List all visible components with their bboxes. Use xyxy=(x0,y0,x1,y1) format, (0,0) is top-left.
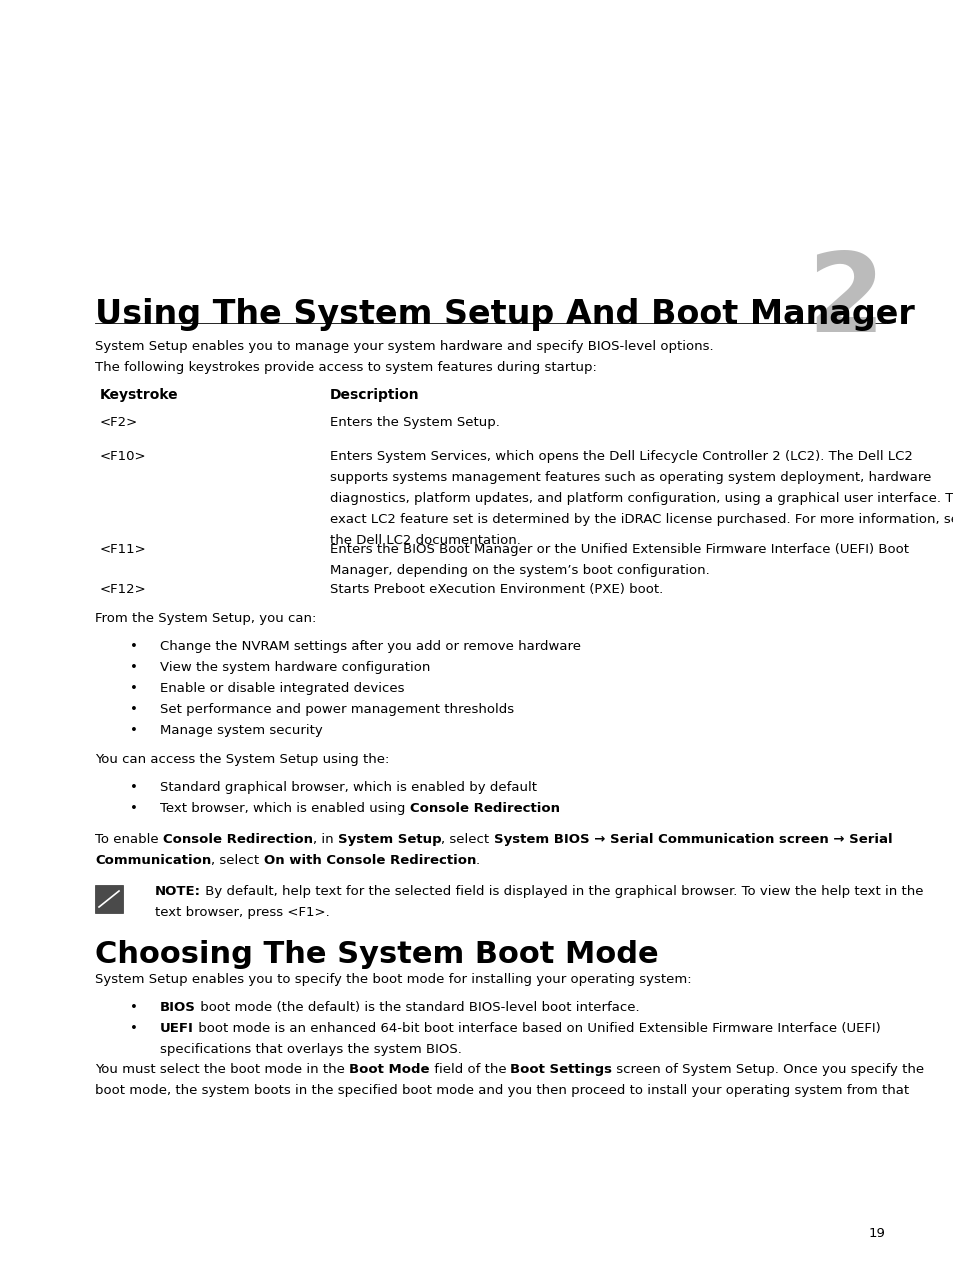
Text: Enters the System Setup.: Enters the System Setup. xyxy=(330,416,499,429)
Text: text browser, press <F1>.: text browser, press <F1>. xyxy=(154,907,330,919)
Text: <F10>: <F10> xyxy=(100,450,147,463)
Text: •: • xyxy=(130,682,138,695)
Text: Standard graphical browser, which is enabled by default: Standard graphical browser, which is ena… xyxy=(160,781,537,794)
Text: field of the: field of the xyxy=(429,1063,510,1077)
Text: Console Redirection: Console Redirection xyxy=(163,833,313,846)
Text: <F11>: <F11> xyxy=(100,543,147,555)
Text: •: • xyxy=(130,801,138,815)
Text: Manage system security: Manage system security xyxy=(160,724,322,737)
Text: Enters System Services, which opens the Dell Lifecycle Controller 2 (LC2). The D: Enters System Services, which opens the … xyxy=(330,450,912,463)
Text: 2: 2 xyxy=(807,249,884,355)
Text: You must select the boot mode in the: You must select the boot mode in the xyxy=(95,1063,349,1077)
Text: NOTE:: NOTE: xyxy=(154,885,201,898)
Text: The following keystrokes provide access to system features during startup:: The following keystrokes provide access … xyxy=(95,361,597,374)
Text: Manager, depending on the system’s boot configuration.: Manager, depending on the system’s boot … xyxy=(330,564,709,577)
Text: .: . xyxy=(476,855,479,867)
Text: screen of System Setup. Once you specify the: screen of System Setup. Once you specify… xyxy=(612,1063,923,1077)
Text: System Setup: System Setup xyxy=(337,833,441,846)
Text: Boot Mode: Boot Mode xyxy=(349,1063,429,1077)
Text: •: • xyxy=(130,1022,138,1035)
Text: Starts Preboot eXecution Environment (PXE) boot.: Starts Preboot eXecution Environment (PX… xyxy=(330,583,662,596)
Text: System BIOS → Serial Communication screen → Serial: System BIOS → Serial Communication scree… xyxy=(494,833,891,846)
Text: System Setup enables you to manage your system hardware and specify BIOS-level o: System Setup enables you to manage your … xyxy=(95,340,713,353)
Text: Keystroke: Keystroke xyxy=(100,388,178,402)
Text: supports systems management features such as operating system deployment, hardwa: supports systems management features suc… xyxy=(330,470,930,484)
Text: boot mode, the system boots in the specified boot mode and you then proceed to i: boot mode, the system boots in the speci… xyxy=(95,1084,908,1097)
Text: <F12>: <F12> xyxy=(100,583,147,596)
Text: 19: 19 xyxy=(867,1227,884,1240)
Text: diagnostics, platform updates, and platform configuration, using a graphical use: diagnostics, platform updates, and platf… xyxy=(330,492,953,505)
Text: •: • xyxy=(130,702,138,716)
Text: •: • xyxy=(130,640,138,653)
Text: •: • xyxy=(130,661,138,675)
Text: Enters the BIOS Boot Manager or the Unified Extensible Firmware Interface (UEFI): Enters the BIOS Boot Manager or the Unif… xyxy=(330,543,908,555)
Text: UEFI: UEFI xyxy=(160,1022,193,1035)
FancyBboxPatch shape xyxy=(95,885,123,913)
Text: Communication: Communication xyxy=(95,855,211,867)
Text: Console Redirection: Console Redirection xyxy=(409,801,559,815)
Text: specifications that overlays the system BIOS.: specifications that overlays the system … xyxy=(160,1044,461,1056)
Text: From the System Setup, you can:: From the System Setup, you can: xyxy=(95,612,316,625)
Text: , in: , in xyxy=(313,833,337,846)
Text: •: • xyxy=(130,781,138,794)
Text: Enable or disable integrated devices: Enable or disable integrated devices xyxy=(160,682,404,695)
Text: By default, help text for the selected field is displayed in the graphical brows: By default, help text for the selected f… xyxy=(201,885,923,898)
Text: Change the NVRAM settings after you add or remove hardware: Change the NVRAM settings after you add … xyxy=(160,640,580,653)
Text: , select: , select xyxy=(441,833,494,846)
Text: Set performance and power management thresholds: Set performance and power management thr… xyxy=(160,702,514,716)
Text: •: • xyxy=(130,724,138,737)
Text: •: • xyxy=(130,1000,138,1014)
Text: Boot Settings: Boot Settings xyxy=(510,1063,612,1077)
Text: the Dell LC2 documentation.: the Dell LC2 documentation. xyxy=(330,534,520,547)
Text: <F2>: <F2> xyxy=(100,416,138,429)
Text: To enable: To enable xyxy=(95,833,163,846)
Text: Using The System Setup And Boot Manager: Using The System Setup And Boot Manager xyxy=(95,298,914,331)
Text: Description: Description xyxy=(330,388,419,402)
Text: , select: , select xyxy=(211,855,263,867)
Text: Choosing The System Boot Mode: Choosing The System Boot Mode xyxy=(95,940,658,969)
Text: BIOS: BIOS xyxy=(160,1000,195,1014)
Text: You can access the System Setup using the:: You can access the System Setup using th… xyxy=(95,753,389,766)
Text: View the system hardware configuration: View the system hardware configuration xyxy=(160,661,430,675)
Text: boot mode (the default) is the standard BIOS-level boot interface.: boot mode (the default) is the standard … xyxy=(195,1000,639,1014)
Text: boot mode is an enhanced 64-bit boot interface based on Unified Extensible Firmw: boot mode is an enhanced 64-bit boot int… xyxy=(193,1022,880,1035)
Text: Text browser, which is enabled using: Text browser, which is enabled using xyxy=(160,801,409,815)
Text: On with Console Redirection: On with Console Redirection xyxy=(263,855,476,867)
Text: System Setup enables you to specify the boot mode for installing your operating : System Setup enables you to specify the … xyxy=(95,973,691,987)
Text: exact LC2 feature set is determined by the iDRAC license purchased. For more inf: exact LC2 feature set is determined by t… xyxy=(330,514,953,526)
